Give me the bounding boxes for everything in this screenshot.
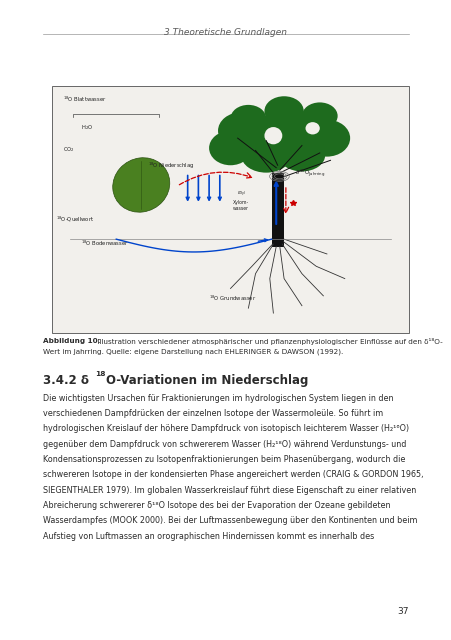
Ellipse shape — [278, 140, 324, 172]
Text: Kondensationsprozessen zu Isotopenfraktionierungen beim Phasenübergang, wodurch : Kondensationsprozessen zu Isotopenfrakti… — [43, 455, 405, 464]
Ellipse shape — [112, 157, 170, 212]
Text: $^{18}$O Grundwasser: $^{18}$O Grundwasser — [209, 293, 256, 303]
Ellipse shape — [217, 112, 264, 149]
Text: 37: 37 — [397, 607, 408, 616]
Text: $^{18}$O Niederschlag: $^{18}$O Niederschlag — [148, 161, 194, 171]
Text: 3.4.2 δ: 3.4.2 δ — [43, 374, 89, 387]
Text: $^{18}$O Blattwasser: $^{18}$O Blattwasser — [63, 94, 106, 104]
Text: 3 Theoretische Grundlagen: 3 Theoretische Grundlagen — [164, 28, 287, 36]
Text: Die wichtigsten Ursachen für Fraktionierungen im hydrologischen System liegen in: Die wichtigsten Ursachen für Fraktionier… — [43, 394, 392, 403]
Text: Abreicherung schwererer δ¹⁸O Isotope des bei der Evaporation der Ozeane gebildet: Abreicherung schwererer δ¹⁸O Isotope des… — [43, 501, 390, 510]
Ellipse shape — [209, 131, 251, 165]
Text: 18: 18 — [95, 371, 105, 376]
Ellipse shape — [264, 96, 303, 126]
Text: $^{18}$O-Quellwort: $^{18}$O-Quellwort — [55, 214, 93, 224]
Ellipse shape — [264, 127, 282, 144]
Text: hydrologischen Kreislauf der höhere Dampfdruck von isotopisch leichterem Wasser : hydrologischen Kreislauf der höhere Damp… — [43, 424, 408, 433]
Text: SIEGENTHALER 1979). Im globalen Wasserkreislauf führt diese Eigenschaft zu einer: SIEGENTHALER 1979). Im globalen Wasserkr… — [43, 486, 415, 495]
Ellipse shape — [301, 102, 337, 129]
Text: schwereren Isotope in der kondensierten Phase angereichert werden (CRAIG & GORDO: schwereren Isotope in der kondensierten … — [43, 470, 423, 479]
Text: H$_2$O: H$_2$O — [80, 124, 92, 132]
Text: $^{18}$O Bodenwasser: $^{18}$O Bodenwasser — [80, 239, 128, 248]
Text: Illustration verschiedener atmosphärischer und pflanzenphysiologischer Einflüsse: Illustration verschiedener atmosphärisch… — [95, 338, 442, 345]
Text: Aufstieg von Luftmassen an orographischen Hindernissen kommt es innerhalb des: Aufstieg von Luftmassen an orographische… — [43, 532, 373, 541]
Text: CO$_2$: CO$_2$ — [63, 145, 74, 154]
Ellipse shape — [241, 138, 290, 173]
Text: Wert im Jahrring. Quelle: eigene Darstellung nach EHLERINGER & DAWSON (1992).: Wert im Jahrring. Quelle: eigene Darstel… — [43, 348, 342, 355]
Ellipse shape — [251, 111, 316, 160]
Text: Wasserdampfes (MOOK 2000). Bei der Luftmassenbewegung über den Kontinenten und b: Wasserdampfes (MOOK 2000). Bei der Luftm… — [43, 516, 417, 525]
Ellipse shape — [230, 105, 266, 132]
Ellipse shape — [305, 122, 319, 134]
Text: gegenüber dem Dampfdruck von schwererem Wasser (H₂¹⁸O) während Verdunstungs- und: gegenüber dem Dampfdruck von schwererem … — [43, 440, 405, 449]
Text: O-Variationen im Niederschlag: O-Variationen im Niederschlag — [106, 374, 308, 387]
Text: verschiedenen Dampfdrücken der einzelnen Isotope der Wassermoleüle. So führt im: verschiedenen Dampfdrücken der einzelnen… — [43, 409, 382, 418]
Ellipse shape — [303, 120, 350, 157]
Text: Abbildung 10:: Abbildung 10: — [43, 338, 100, 344]
FancyBboxPatch shape — [52, 86, 408, 333]
Text: $\delta\,^{18}$O$_{\rm Jahrring}$: $\delta\,^{18}$O$_{\rm Jahrring}$ — [294, 168, 325, 179]
Bar — [271, 173, 284, 246]
Text: $\epsilon_{\rm Xyl}$
Xylom-
wasser: $\epsilon_{\rm Xyl}$ Xylom- wasser — [233, 190, 249, 211]
